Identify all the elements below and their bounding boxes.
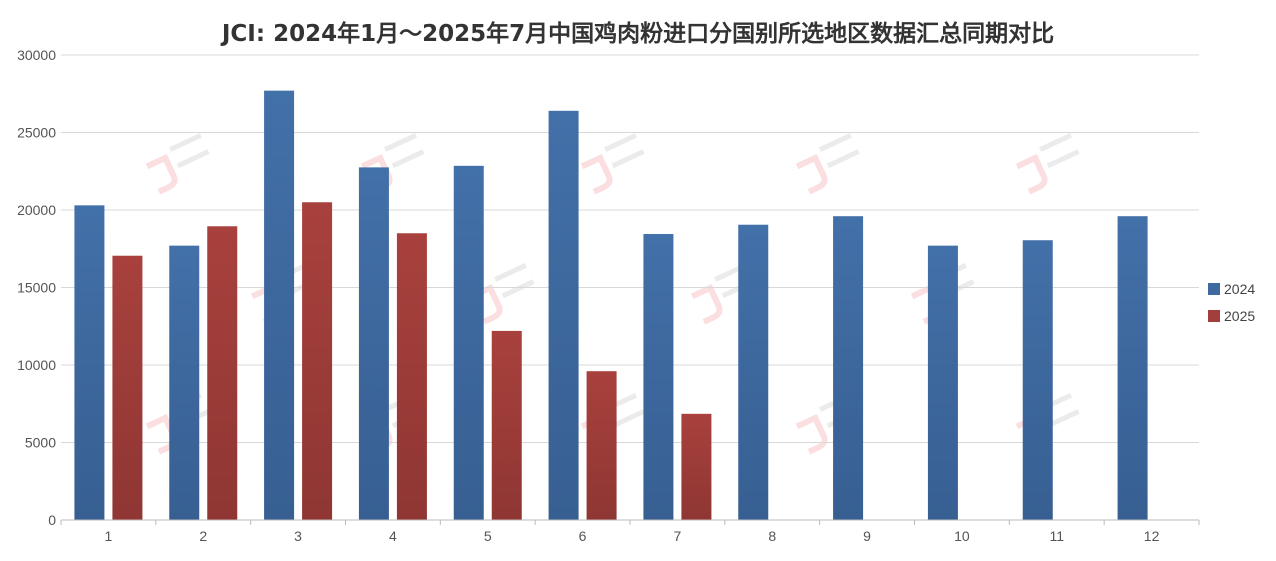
bar-2024-10: [927, 245, 958, 520]
x-tick-label: 2: [199, 528, 207, 544]
x-tick-label: 4: [389, 528, 397, 544]
bar-2024-12: [1117, 216, 1148, 520]
watermark-logo: [145, 132, 210, 195]
bar-2024-9: [833, 216, 864, 520]
bars: [74, 90, 1148, 521]
y-tick-label: 20000: [17, 202, 56, 218]
y-tick-label: 5000: [25, 435, 56, 451]
x-tick-label: 7: [674, 528, 682, 544]
watermark-logo: [795, 132, 860, 195]
y-tick-label: 30000: [17, 47, 56, 63]
x-tick-label: 6: [579, 528, 587, 544]
bar-2025-7: [681, 413, 712, 520]
bar-2025-4: [396, 233, 427, 520]
x-tick-label: 1: [105, 528, 113, 544]
bar-2024-6: [548, 110, 579, 521]
bar-2025-2: [207, 226, 238, 520]
legend-label-2025: 2025: [1224, 308, 1255, 324]
y-tick-label: 10000: [17, 357, 56, 373]
x-tick-label: 5: [484, 528, 492, 544]
x-tick-label: 8: [768, 528, 776, 544]
y-tick-label: 25000: [17, 125, 56, 141]
watermark-logo: [580, 132, 645, 195]
bar-2024-11: [1022, 240, 1053, 520]
x-tick-label: 10: [954, 528, 970, 544]
bar-2024-1: [74, 205, 105, 520]
bar-2025-5: [491, 330, 522, 520]
gridlines: [61, 54, 1199, 443]
bar-2024-2: [169, 245, 200, 520]
legend-label-2024: 2024: [1224, 281, 1255, 297]
bar-2024-4: [358, 167, 389, 520]
bar-2025-1: [112, 255, 143, 520]
chart-title: JCI: 2024年1月～2025年7月中国鸡肉粉进口分国别所选地区数据汇总同期…: [221, 21, 1055, 47]
x-tick-label: 12: [1144, 528, 1160, 544]
watermark-logo: [470, 262, 535, 325]
bar-2024-5: [453, 165, 484, 520]
bar-2025-3: [302, 202, 333, 520]
y-tick-label: 15000: [17, 280, 56, 296]
x-tick-label: 3: [294, 528, 302, 544]
bar-2024-8: [738, 224, 769, 520]
x-tick-label: 9: [863, 528, 871, 544]
x-tick-label: 11: [1049, 528, 1064, 544]
bar-2024-7: [643, 234, 674, 520]
legend-swatch-2025: [1208, 310, 1220, 322]
bar-2024-3: [264, 90, 295, 521]
y-tick-label: 0: [48, 512, 56, 528]
legend-swatch-2024: [1208, 283, 1220, 295]
bar-2025-6: [586, 371, 617, 520]
legend: 2024 2025: [1208, 281, 1255, 324]
watermark-logo: [1015, 132, 1080, 195]
